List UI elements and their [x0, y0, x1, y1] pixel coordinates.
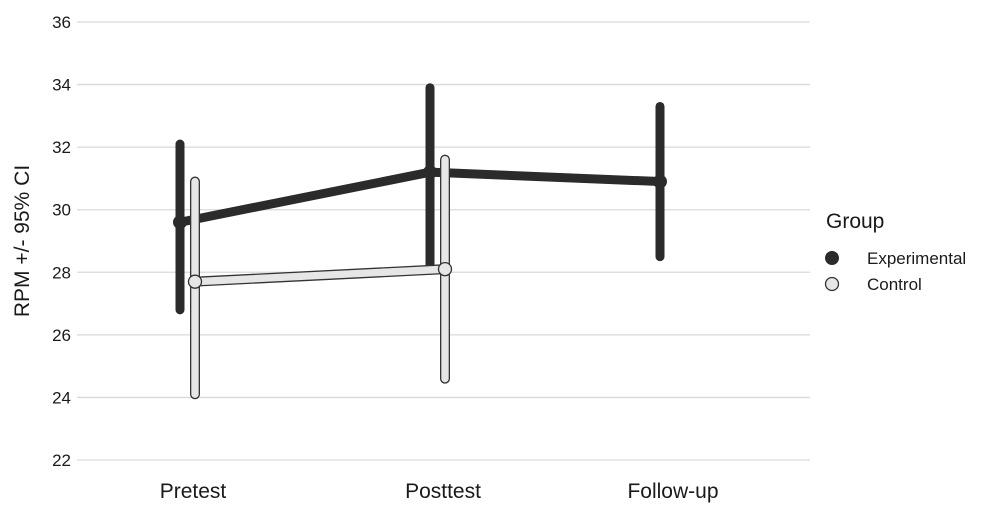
legend-marker — [825, 251, 839, 265]
x-axis-ticks: Pretest Posttest Follow-up — [160, 480, 719, 503]
series-layer — [173, 83, 667, 400]
x-tick-label: Posttest — [405, 480, 481, 503]
y-tick-label: 36 — [52, 13, 71, 32]
y-tick-label: 22 — [52, 451, 71, 470]
x-tick-label: Follow-up — [627, 480, 718, 503]
y-tick-label: 34 — [52, 76, 71, 95]
y-tick-label: 24 — [52, 388, 71, 407]
y-tick-label: 32 — [52, 138, 71, 157]
y-axis-ticks: 22 24 26 28 30 32 34 36 — [52, 13, 71, 470]
data-point — [423, 165, 437, 180]
y-tick-label: 30 — [52, 201, 71, 220]
series-control — [187, 154, 453, 400]
legend-marker — [824, 276, 840, 292]
data-point — [653, 174, 667, 189]
x-tick-label: Pretest — [160, 480, 227, 503]
data-point — [187, 274, 203, 289]
series-line — [175, 167, 665, 227]
data-point — [173, 215, 187, 230]
series-experimental — [173, 83, 667, 315]
data-point — [437, 262, 453, 277]
legend-label: Control — [867, 275, 922, 294]
legend: Group Experimental Control — [824, 210, 966, 294]
series-line — [191, 265, 449, 286]
y-tick-label: 26 — [52, 326, 71, 345]
legend-label: Experimental — [867, 249, 966, 268]
y-tick-label: 28 — [52, 263, 71, 282]
y-axis-title: RPM +/- 95% CI — [11, 165, 34, 317]
legend-title: Group — [826, 210, 884, 233]
